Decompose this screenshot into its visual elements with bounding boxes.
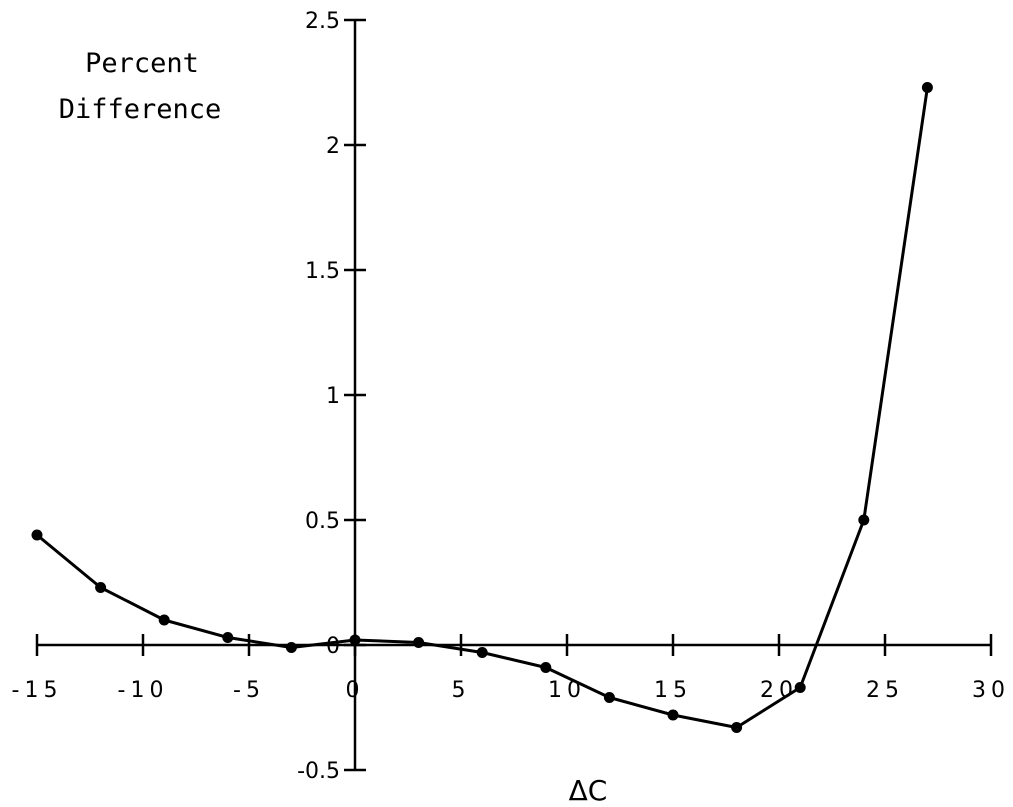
data-point <box>858 514 870 526</box>
data-points <box>31 82 933 733</box>
data-point <box>794 682 806 693</box>
y-tick-label: 1 <box>326 384 340 409</box>
data-point <box>540 662 552 673</box>
data-point <box>158 614 170 626</box>
data-point <box>731 722 743 733</box>
x-tick-label: 10 <box>548 678 586 703</box>
y-tick-label: 0.5 <box>305 509 340 534</box>
data-point <box>603 692 615 703</box>
y-axis-title-line-1: Percent <box>85 48 199 79</box>
x-tick-label: 15 <box>654 678 692 703</box>
x-tick-label: 0 <box>346 678 365 703</box>
tick-labels: -15 -10 -5 0 5 10 15 20 25 30 -0.5 0 0.5 1 1.5 2 2.5 <box>12 9 1010 784</box>
y-tick-label: -0.5 <box>297 759 340 784</box>
x-tick-label: 30 <box>972 678 1010 703</box>
data-point <box>31 529 43 541</box>
ticks <box>35 18 993 772</box>
y-tick-label: 1.5 <box>305 259 340 284</box>
data-point <box>222 632 234 643</box>
data-point <box>413 637 425 648</box>
data-point <box>95 582 107 593</box>
data-point <box>476 647 488 658</box>
axes <box>37 20 991 770</box>
y-tick-label: 2 <box>326 134 340 159</box>
x-tick-label: -15 <box>12 678 63 703</box>
y-axis-title-line-2: Difference <box>59 94 222 125</box>
x-tick-label: 25 <box>866 678 904 703</box>
x-axis-title: ΔC <box>569 774 608 807</box>
x-tick-label: -10 <box>118 678 169 703</box>
series-line <box>36 87 929 729</box>
data-point <box>285 642 297 653</box>
y-tick-label: 0 <box>326 634 340 659</box>
y-tick-label: 2.5 <box>305 9 340 34</box>
data-point <box>921 82 933 93</box>
data-point <box>667 709 679 721</box>
x-tick-label: 5 <box>452 678 471 703</box>
data-point <box>349 634 361 646</box>
x-tick-label: -5 <box>233 678 265 703</box>
x-tick-label: 20 <box>760 678 798 703</box>
